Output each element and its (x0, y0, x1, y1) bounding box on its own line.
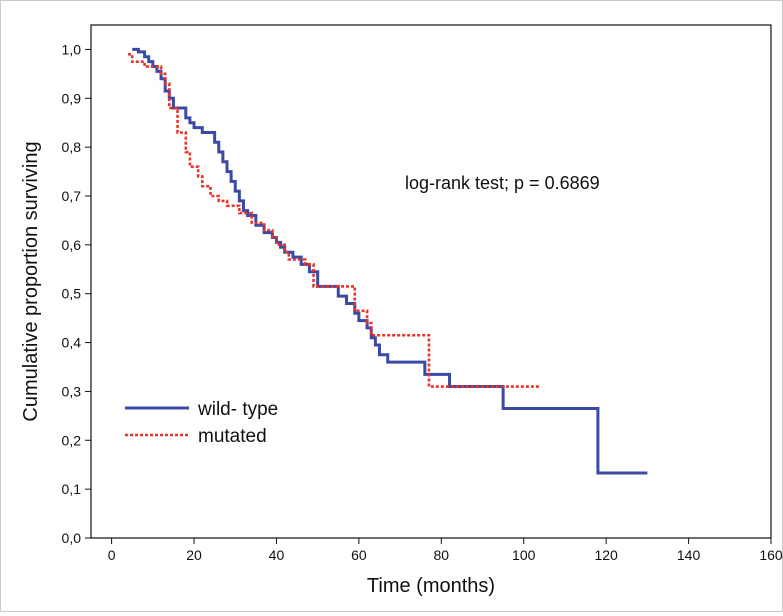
y-tick-label: 0,3 (62, 383, 82, 399)
y-axis-title: Cumulative proportion surviving (20, 141, 42, 421)
y-tick-label: 0,8 (62, 139, 82, 155)
y-tick-label: 0,5 (62, 286, 82, 302)
x-tick-label: 0 (108, 547, 116, 563)
y-tick-label: 0,7 (62, 188, 82, 204)
y-tick-label: 1,0 (62, 41, 82, 57)
x-tick-label: 140 (677, 547, 701, 563)
log-rank-annotation: log-rank test; p = 0.6869 (405, 173, 600, 193)
plot-area (90, 24, 772, 539)
y-tick-label: 0,1 (62, 481, 82, 497)
series-mutated-line (128, 53, 541, 388)
y-tick-label: 0,4 (62, 335, 82, 351)
legend-label-mutated: mutated (198, 426, 267, 447)
y-tick-label: 0,9 (62, 90, 82, 106)
axis-ticks: 0 20 40 60 80 100 120 140 160 0,0 0,1 0,2 0,3 0,4 0,5 0… (62, 41, 783, 563)
x-tick-label: 120 (594, 547, 618, 563)
x-tick-label: 160 (759, 547, 782, 563)
y-tick-label: 0,0 (62, 530, 82, 546)
x-tick-label: 20 (186, 547, 202, 563)
y-tick-label: 0,2 (62, 432, 82, 448)
x-axis-title: Time (months) (367, 575, 495, 597)
legend: wild- type mutated (125, 399, 278, 447)
series-lines (128, 47, 648, 475)
x-tick-label: 60 (351, 547, 367, 563)
legend-label-wild-type: wild- type (197, 399, 278, 420)
x-tick-label: 100 (512, 547, 536, 563)
x-tick-label: 40 (269, 547, 285, 563)
x-tick-label: 80 (434, 547, 450, 563)
y-tick-label: 0,6 (62, 237, 82, 253)
